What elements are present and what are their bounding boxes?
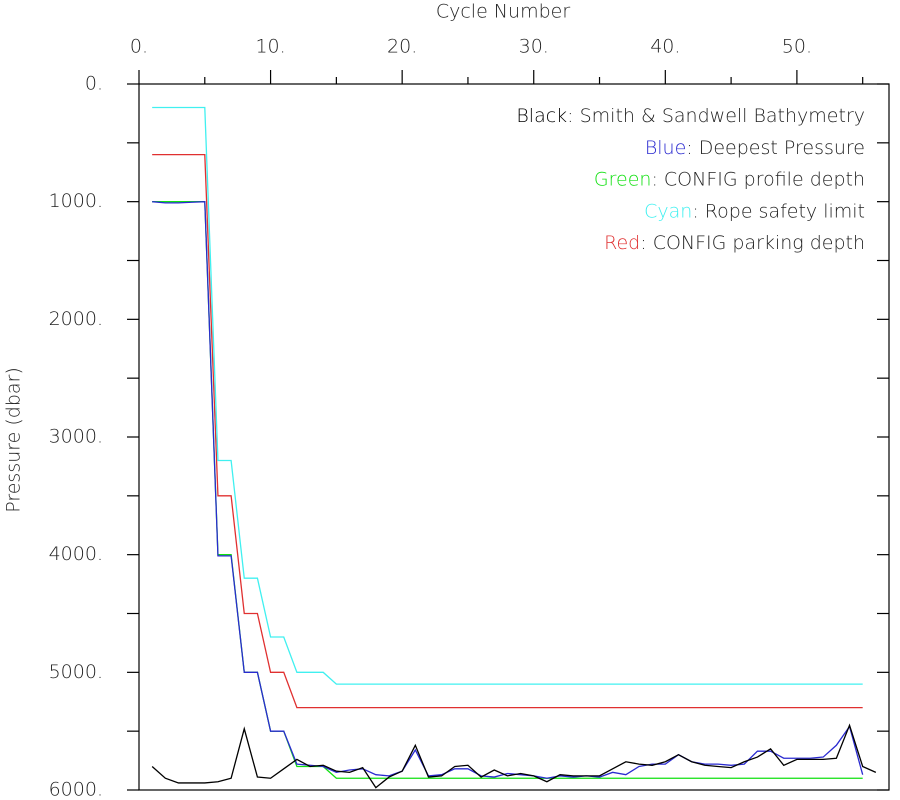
x-tick-label: 0. <box>130 36 148 58</box>
series-line <box>152 153 863 709</box>
legend-label: Deepest Pressure <box>699 136 865 158</box>
legend-label: Smith & Sandwell Bathymetry <box>580 105 865 127</box>
legend-color-word: Red <box>604 232 640 254</box>
y-tick-label: 1000. <box>49 190 103 212</box>
legend-entry: Black: Smith & Sandwell Bathymetry <box>516 105 865 127</box>
legend-color-word: Blue <box>645 136 686 158</box>
x-tick-label: 10. <box>255 36 285 58</box>
x-axis-title: Cycle Number <box>436 1 570 23</box>
legend-color-word: Black <box>516 105 567 127</box>
y-tick-label: 2000. <box>49 308 103 330</box>
series-line <box>152 200 864 779</box>
legend-label: CONFIG parking depth <box>653 232 865 254</box>
legend-entry: Cyan: Rope safety limit <box>644 200 865 222</box>
x-tick-label: 20. <box>387 36 417 58</box>
y-tick-label: 4000. <box>49 543 103 565</box>
legend-label: Rope safety limit <box>705 200 865 222</box>
x-tick-label: 30. <box>519 36 549 58</box>
legend-color-word: Green <box>594 168 652 190</box>
y-tick-label: 5000. <box>49 661 103 683</box>
y-tick-label: 0. <box>85 73 103 95</box>
series-line <box>151 723 877 789</box>
legend-label: CONFIG profile depth <box>664 168 865 190</box>
y-tick-label: 3000. <box>49 426 103 448</box>
legend-separator: : <box>640 232 652 254</box>
legend-separator: : <box>692 200 704 222</box>
y-axis-title: Pressure (dbar) <box>3 367 25 513</box>
x-tick-label: 40. <box>650 36 680 58</box>
legend-entry: Green: CONFIG profile depth <box>594 168 865 190</box>
legend-color-word: Cyan <box>644 200 692 222</box>
series-line <box>152 106 863 685</box>
legend-separator: : <box>567 105 579 127</box>
legend-entry: Blue: Deepest Pressure <box>645 136 865 158</box>
legend-separator: : <box>651 168 663 190</box>
legend-separator: : <box>686 136 698 158</box>
x-tick-label: 50. <box>782 36 812 58</box>
y-tick-label: 6000. <box>49 779 103 800</box>
series-line <box>152 201 863 779</box>
legend-entry: Red: CONFIG parking depth <box>604 232 865 254</box>
